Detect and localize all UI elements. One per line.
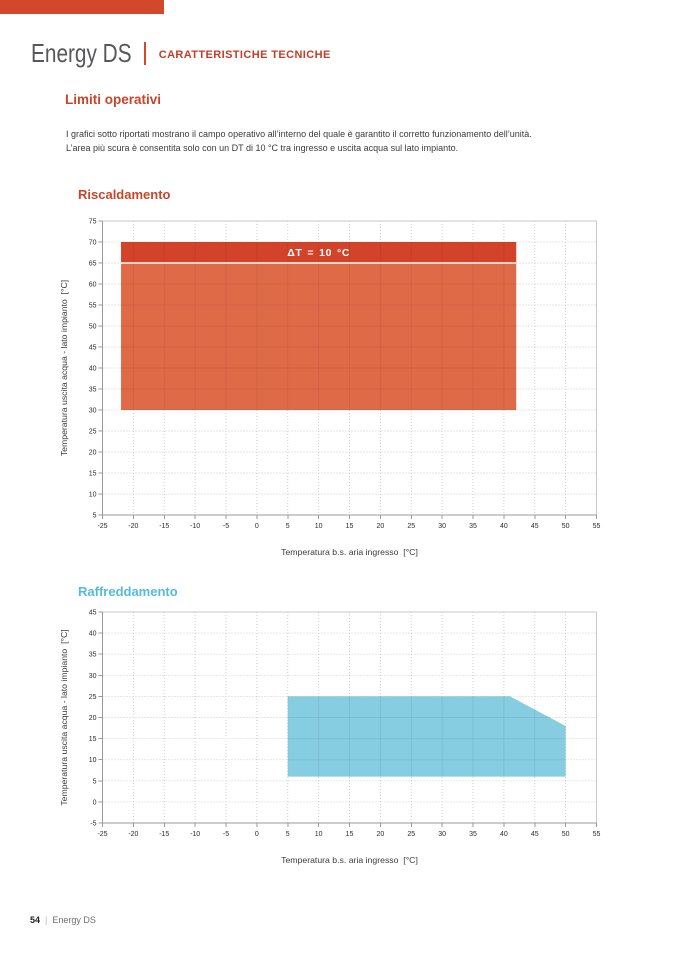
chart-annotation: ΔT = 10 °C [287,247,350,259]
x-tick-label: 10 [315,831,323,838]
region-grid-overlay [287,696,566,777]
y-tick-label: 15 [89,736,97,743]
brand-title: Energy DS [31,38,132,68]
x-tick-label: -15 [159,523,169,530]
y-tick-label: 60 [89,282,97,289]
y-tick-label: 30 [89,673,97,680]
x-axis-title: Temperatura b.s. aria ingresso [°C] [281,547,418,557]
section-title: CARATTERISTICHE TECNICHE [158,48,331,61]
x-tick-label: 25 [407,831,415,838]
y-tick-label: 15 [89,471,97,478]
top-accent-bar [0,0,164,14]
footer-separator: | [45,915,48,925]
x-tick-label: 55 [593,523,601,530]
y-tick-label: 5 [93,778,97,785]
x-tick-label: -5 [223,523,229,530]
x-tick-label: 20 [376,523,384,530]
y-tick-label: 20 [89,715,97,722]
y-axis-title: Temperatura uscita acqua - lato impianto… [59,629,69,805]
y-tick-label: 10 [89,492,97,499]
y-tick-label: 5 [93,513,97,520]
x-tick-label: 0 [255,831,259,838]
x-tick-label: 30 [438,831,446,838]
footer-brand: Energy DS [52,915,96,925]
x-tick-label: -25 [97,523,107,530]
y-tick-label: 35 [89,387,97,394]
header-divider [143,42,146,65]
y-tick-label: 25 [89,694,97,701]
x-tick-label: -5 [223,831,229,838]
y-tick-label: 35 [89,652,97,659]
y-tick-label: 70 [89,240,97,247]
x-tick-label: 15 [346,523,354,530]
y-tick-label: 55 [89,303,97,310]
y-tick-label: 45 [89,345,97,352]
x-tick-label: 50 [562,523,570,530]
x-tick-label: 10 [315,523,323,530]
x-tick-label: 30 [438,523,446,530]
x-tick-label: 15 [346,831,354,838]
x-tick-label: -10 [190,523,200,530]
x-tick-label: 35 [469,831,477,838]
x-tick-label: 25 [407,523,415,530]
heating-chart-title: Riscaldamento [78,187,171,202]
intro-line-1: I grafici sotto riportati mostrano il ca… [66,129,532,139]
x-tick-label: 45 [531,523,539,530]
x-tick-label: 55 [593,831,601,838]
page-number: 54 [30,915,41,925]
x-tick-label: 40 [500,523,508,530]
x-tick-label: -10 [190,831,200,838]
region-grid-overlay [121,263,517,410]
x-tick-label: -20 [128,831,138,838]
cooling-chart-title: Raffreddamento [78,584,178,599]
y-tick-label: 45 [89,610,97,617]
y-tick-label: 40 [89,631,97,638]
y-tick-label: 65 [89,261,97,268]
x-tick-label: 40 [500,831,508,838]
y-tick-label: 10 [89,757,97,764]
intro-heading: Limiti operativi [65,92,162,107]
x-tick-label: 50 [562,831,570,838]
y-tick-label: 50 [89,324,97,331]
y-tick-label: 30 [89,408,97,415]
heating-operating-envelope-region [121,263,517,410]
page-header: Energy DS CARATTERISTICHE TECNICHE [31,38,331,69]
intro-paragraph: I grafici sotto riportati mostrano il ca… [66,127,626,155]
y-tick-label: 0 [93,799,97,806]
x-tick-label: -25 [97,831,107,838]
y-tick-label: 75 [89,219,97,226]
y-axis-title: Temperatura uscita acqua - lato impianto… [59,280,69,456]
x-tick-label: 20 [376,831,384,838]
x-tick-label: 5 [286,523,290,530]
y-tick-label: 25 [89,429,97,436]
x-tick-label: -20 [128,523,138,530]
y-tick-label: 20 [89,450,97,457]
x-axis-title: Temperatura b.s. aria ingresso [°C] [281,855,418,865]
page-footer: 54 | Energy DS [30,915,96,925]
cooling-chart: -5 0 5 10 15 20 25 30 35 40 45 -25 -20 -15 -10 -5 0 5 10 15… [59,610,601,866]
x-tick-label: 5 [286,831,290,838]
heating-dt10-band-region [121,242,517,263]
x-tick-label: 45 [531,831,539,838]
intro-line-2: L’area più scura è consentita solo con u… [66,143,459,153]
y-tick-label: -5 [90,821,96,828]
y-tick-label: 40 [89,366,97,373]
cooling-operating-envelope-region [287,696,566,777]
x-tick-label: 35 [469,523,477,530]
x-tick-label: -15 [159,831,169,838]
x-tick-label: 0 [255,523,259,530]
